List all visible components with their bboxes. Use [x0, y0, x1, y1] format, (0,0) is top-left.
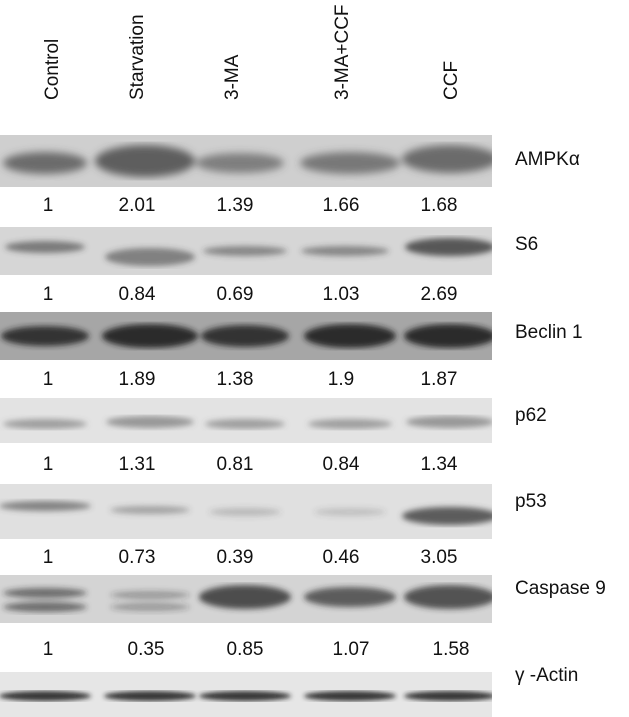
- blot-beclin1: [0, 312, 492, 360]
- protein-label-gamma-actin: γ -Actin: [515, 665, 579, 686]
- blot-p53: [0, 484, 492, 539]
- value-caspase9-control: 1: [42, 639, 54, 660]
- protein-label-p53: p53: [515, 491, 547, 512]
- value-p53-control: 1: [42, 547, 54, 568]
- value-p53-starvation: 0.73: [118, 547, 156, 568]
- blot-s6: [0, 227, 492, 275]
- lane-label-text: Starvation: [127, 14, 148, 100]
- blot-ampk: [0, 135, 492, 187]
- value-s6-control: 1: [42, 284, 54, 305]
- lane-label-starvation: Starvation: [123, 0, 153, 128]
- protein-label-caspase9: Caspase 9: [515, 578, 606, 599]
- value-ampk-3ma-ccf: 1.66: [322, 195, 360, 216]
- value-beclin1-starvation: 1.89: [118, 369, 156, 390]
- lane-label-3ma: 3-MA: [218, 0, 248, 128]
- lane-label-3ma-ccf: 3-MA+CCF: [328, 0, 358, 128]
- lane-label-text: Control: [42, 38, 63, 100]
- value-caspase9-3ma-ccf: 1.07: [332, 639, 370, 660]
- value-caspase9-3ma: 0.85: [226, 639, 264, 660]
- value-ampk-control: 1: [42, 195, 54, 216]
- value-beclin1-control: 1: [42, 369, 54, 390]
- protein-label-ampk: AMPKα: [515, 149, 580, 170]
- value-s6-starvation: 0.84: [118, 284, 156, 305]
- protein-label-s6: S6: [515, 234, 539, 255]
- value-p62-3ma: 0.81: [216, 454, 254, 475]
- value-p62-control: 1: [42, 454, 54, 475]
- blot-p62: [0, 398, 492, 443]
- value-beclin1-3ma: 1.38: [216, 369, 254, 390]
- value-p62-starvation: 1.31: [118, 454, 156, 475]
- lane-label-control: Control: [38, 0, 68, 128]
- value-caspase9-ccf: 1.58: [432, 639, 470, 660]
- value-ampk-3ma: 1.39: [216, 195, 254, 216]
- blot-caspase9: [0, 575, 492, 623]
- lane-label-text: 3-MA: [222, 54, 243, 100]
- blot-gamma-actin: [0, 672, 492, 717]
- value-p62-3ma-ccf: 0.84: [322, 454, 360, 475]
- value-s6-ccf: 2.69: [420, 284, 458, 305]
- value-beclin1-ccf: 1.87: [420, 369, 458, 390]
- value-p53-ccf: 3.05: [420, 547, 458, 568]
- value-ampk-ccf: 1.68: [420, 195, 458, 216]
- value-p62-ccf: 1.34: [420, 454, 458, 475]
- lane-label-ccf: CCF: [437, 0, 467, 128]
- lane-label-text: CCF: [441, 60, 462, 100]
- value-beclin1-3ma-ccf: 1.9: [327, 369, 355, 390]
- lane-label-text: 3-MA+CCF: [332, 4, 353, 100]
- value-caspase9-starvation: 0.35: [127, 639, 165, 660]
- protein-label-beclin1: Beclin 1: [515, 322, 583, 343]
- value-s6-3ma-ccf: 1.03: [322, 284, 360, 305]
- value-p53-3ma-ccf: 0.46: [322, 547, 360, 568]
- value-ampk-starvation: 2.01: [118, 195, 156, 216]
- value-s6-3ma: 0.69: [216, 284, 254, 305]
- protein-label-p62: p62: [515, 405, 547, 426]
- value-p53-3ma: 0.39: [216, 547, 254, 568]
